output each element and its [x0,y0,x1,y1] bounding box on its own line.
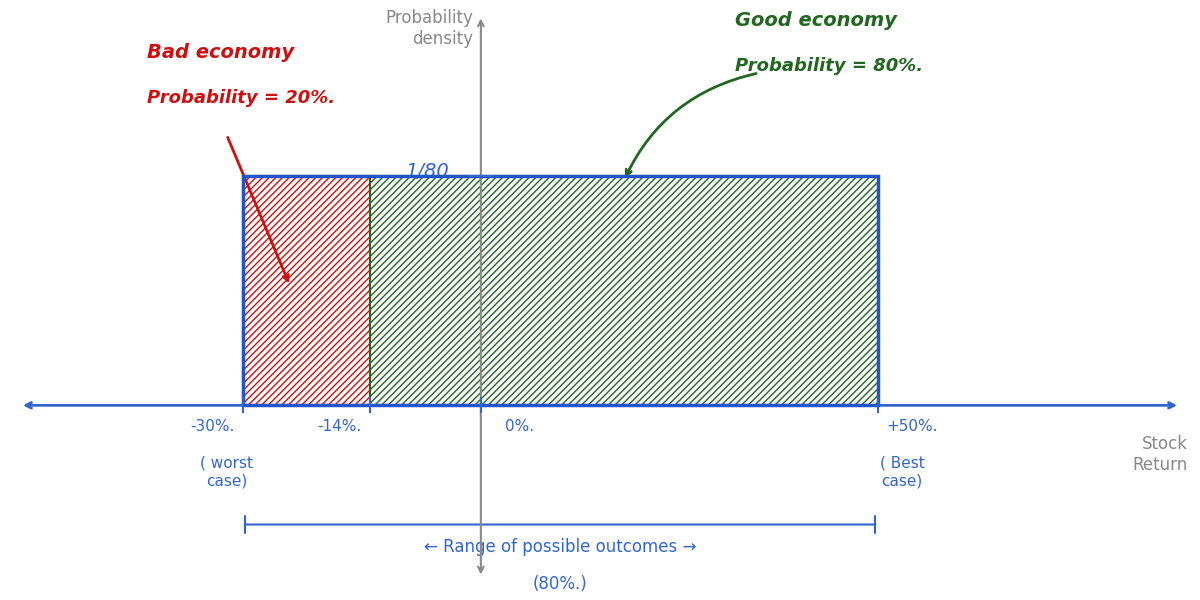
Text: Stock
Return: Stock Return [1133,435,1188,474]
Text: 0%.: 0%. [505,419,534,434]
Text: ← Range of possible outcomes →: ← Range of possible outcomes → [424,538,696,556]
Text: (80%.): (80%.) [533,575,588,593]
Bar [242,176,370,406]
Text: ( Best
case): ( Best case) [880,456,924,488]
Text: Probability = 80%.: Probability = 80%. [736,57,923,75]
Text: Good economy: Good economy [736,11,898,30]
Text: 1/80: 1/80 [406,162,449,181]
Text: Probability
density: Probability density [385,9,473,47]
Bar [370,176,878,406]
Text: Bad economy: Bad economy [148,43,294,62]
Text: ( worst
case): ( worst case) [200,456,253,488]
Text: Probability = 20%.: Probability = 20%. [148,89,335,107]
Text: -14%.: -14%. [318,419,361,434]
Bar [242,176,878,406]
Text: -30%.: -30%. [190,419,234,434]
Text: +50%.: +50%. [886,419,937,434]
